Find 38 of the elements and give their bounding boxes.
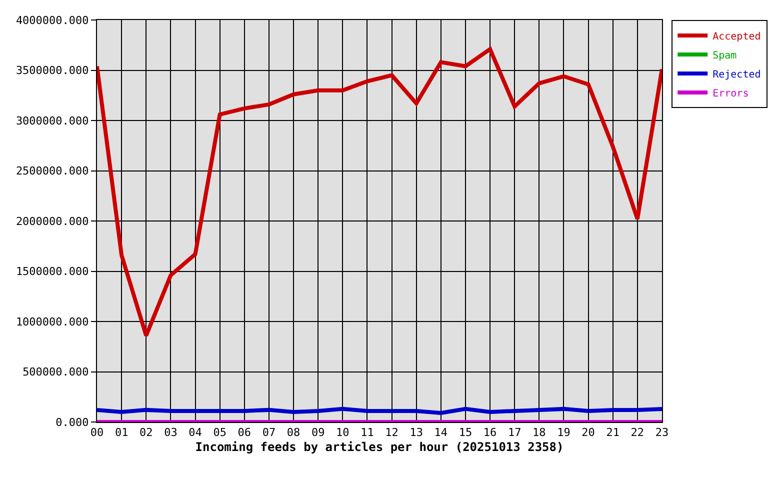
- x-tick-label: 07: [262, 426, 276, 440]
- legend-label: Rejected: [712, 69, 761, 80]
- x-tick-label: 04: [188, 426, 202, 440]
- y-tick-label: 3500000.000: [16, 64, 89, 78]
- x-tick-label: 20: [582, 426, 595, 440]
- x-tick-label: 11: [360, 426, 374, 440]
- x-tick-label: 23: [655, 426, 669, 440]
- x-tick-label: 06: [238, 426, 252, 440]
- y-tick-label: 1000000.000: [16, 315, 89, 328]
- x-tick-label: 09: [311, 426, 325, 440]
- y-tick-label: 0.000: [56, 416, 89, 429]
- x-tick-label: 08: [286, 426, 300, 440]
- x-tick-label: 17: [508, 426, 522, 440]
- x-tick-label: 01: [114, 426, 128, 440]
- x-tick-label: 14: [434, 426, 448, 440]
- x-tick-label: 13: [410, 426, 423, 440]
- x-tick-label: 16: [483, 426, 497, 440]
- x-tick-label: 10: [336, 426, 350, 440]
- x-tick-label: 02: [140, 426, 153, 440]
- y-tick-label: 2000000.000: [16, 214, 89, 228]
- x-tick-label: 22: [630, 426, 644, 440]
- x-tick-label: 19: [557, 426, 570, 440]
- y-tick-label: 2500000.000: [16, 164, 89, 178]
- x-tick-label: 15: [458, 426, 472, 440]
- x-tick-label: 05: [213, 426, 226, 440]
- x-tick-label: 12: [385, 426, 398, 440]
- legend-label: Spam: [712, 50, 737, 62]
- y-tick-label: 3000000.000: [16, 114, 89, 128]
- y-tick-label: 4000000.000: [16, 14, 89, 27]
- x-tick-label: 21: [606, 426, 620, 440]
- x-tick-label: 03: [164, 426, 178, 440]
- y-tick-label: 1500000.000: [16, 265, 89, 278]
- legend-label: Accepted: [712, 31, 761, 42]
- x-tick-label: 18: [532, 426, 546, 440]
- y-tick-label: 500000.000: [22, 366, 89, 379]
- legend-label: Errors: [712, 88, 749, 100]
- x-axis-title: Incoming feeds by articles per hour (20251013 2358): [195, 440, 564, 454]
- x-tick-label: 00: [90, 426, 104, 440]
